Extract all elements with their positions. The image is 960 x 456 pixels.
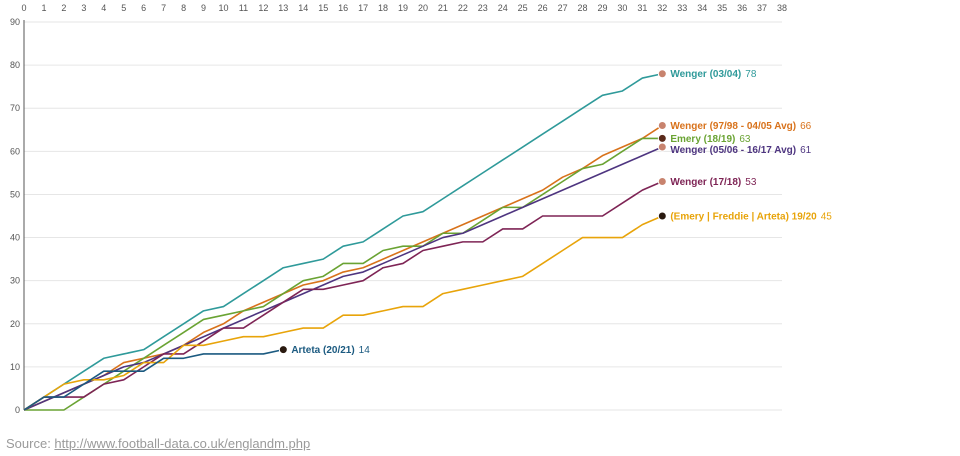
series-final-value: 45 <box>821 212 833 223</box>
x-tick-label: 34 <box>697 3 707 13</box>
manager-avatar-icon <box>278 345 288 355</box>
series-name: (Emery | Freddie | Arteta) 19/20 <box>670 212 817 223</box>
source-prefix: Source: <box>6 436 55 451</box>
x-axis-ticks: 0 1 2 3 4 5 6 7 8 9 10 11 12 13 14 15 16 17 18 19 20 21 22 23 24… <box>21 3 787 13</box>
y-tick-label: 80 <box>10 60 20 70</box>
x-tick-label: 32 <box>657 3 667 13</box>
x-tick-label: 38 <box>777 3 787 13</box>
x-tick-label: 21 <box>438 3 448 13</box>
x-tick-label: 20 <box>418 3 428 13</box>
x-tick-label: 12 <box>258 3 268 13</box>
series-name: Emery (18/19) <box>670 134 735 145</box>
y-tick-label: 60 <box>10 146 20 156</box>
source-link[interactable]: http://www.football-data.co.uk/englandm.… <box>54 436 311 451</box>
x-tick-label: 4 <box>101 3 106 13</box>
x-tick-label: 23 <box>478 3 488 13</box>
series-final-value: 53 <box>745 177 757 188</box>
series-labels: Wenger (03/04) 78 Wenger (97/98 - 04/05 Av… <box>278 69 832 356</box>
x-tick-label: 16 <box>338 3 348 13</box>
y-tick-label: 90 <box>10 17 20 27</box>
series-end-label: (Emery | Freddie | Arteta) 19/20 45 <box>670 212 832 223</box>
cumulative-points-chart: 0 1 2 3 4 5 6 7 8 9 10 11 12 13 14 15 16 17 18 19 20 21 22 23 24… <box>10 3 832 415</box>
x-tick-label: 29 <box>597 3 607 13</box>
x-tick-label: 36 <box>737 3 747 13</box>
manager-avatar-icon <box>657 142 667 152</box>
x-tick-label: 19 <box>398 3 408 13</box>
series-final-value: 61 <box>800 145 812 156</box>
series-line <box>23 146 663 411</box>
series-line <box>24 137 663 411</box>
series-end-label: Wenger (03/04) 78 <box>670 69 757 80</box>
x-tick-label: 28 <box>578 3 588 13</box>
manager-avatar-icon <box>657 211 667 221</box>
x-tick-label: 22 <box>458 3 468 13</box>
y-tick-label: 10 <box>10 362 20 372</box>
series-final-value: 14 <box>359 345 371 356</box>
x-tick-label: 26 <box>538 3 548 13</box>
x-tick-label: 3 <box>81 3 86 13</box>
series-line <box>23 180 663 411</box>
x-tick-label: 2 <box>61 3 66 13</box>
manager-avatar-icon <box>657 133 667 143</box>
y-tick-label: 30 <box>10 276 20 286</box>
manager-avatar-icon <box>657 69 667 79</box>
series-line <box>23 348 284 411</box>
series-line <box>23 124 663 411</box>
x-tick-label: 31 <box>637 3 647 13</box>
series-end-label: Emery (18/19) 63 <box>670 134 751 145</box>
x-tick-label: 9 <box>201 3 206 13</box>
x-tick-label: 5 <box>121 3 126 13</box>
source-note: Source: http://www.football-data.co.uk/e… <box>6 436 310 451</box>
series-end-label: Wenger (17/18) 53 <box>670 177 757 188</box>
x-tick-label: 7 <box>161 3 166 13</box>
series-name: Wenger (05/06 - 16/17 Avg) <box>670 145 796 156</box>
x-tick-label: 6 <box>141 3 146 13</box>
y-tick-label: 0 <box>15 405 20 415</box>
series-final-value: 63 <box>739 134 751 145</box>
x-tick-label: 11 <box>239 3 248 13</box>
y-axis-ticks: 0 10 20 30 40 50 60 70 80 90 <box>10 17 20 415</box>
series-name: Arteta (20/21) <box>291 345 354 356</box>
series-end-label: Arteta (20/21) 14 <box>291 345 370 356</box>
y-tick-label: 70 <box>10 103 20 113</box>
y-tick-label: 50 <box>10 189 20 199</box>
x-tick-label: 15 <box>318 3 328 13</box>
y-tick-label: 40 <box>10 233 20 243</box>
x-tick-label: 14 <box>298 3 308 13</box>
x-tick-label: 1 <box>41 3 46 13</box>
series-line <box>23 72 663 411</box>
x-tick-label: 35 <box>717 3 727 13</box>
x-tick-label: 18 <box>378 3 388 13</box>
series-name: Wenger (17/18) <box>670 177 741 188</box>
series-final-value: 66 <box>800 121 812 132</box>
x-tick-label: 33 <box>677 3 687 13</box>
series-lines <box>23 72 663 411</box>
x-tick-label: 37 <box>757 3 767 13</box>
y-tick-label: 20 <box>10 319 20 329</box>
series-final-value: 78 <box>745 69 757 80</box>
manager-avatar-icon <box>657 177 667 187</box>
x-tick-label: 8 <box>181 3 186 13</box>
x-tick-label: 13 <box>278 3 288 13</box>
x-tick-label: 24 <box>498 3 508 13</box>
series-name: Wenger (97/98 - 04/05 Avg) <box>670 121 796 132</box>
x-tick-label: 27 <box>558 3 568 13</box>
x-tick-label: 17 <box>358 3 368 13</box>
manager-avatar-icon <box>657 120 667 130</box>
series-end-label: Wenger (97/98 - 04/05 Avg) 66 <box>670 121 811 132</box>
x-tick-label: 0 <box>21 3 26 13</box>
x-tick-label: 30 <box>617 3 627 13</box>
x-tick-label: 10 <box>218 3 228 13</box>
series-end-label: Wenger (05/06 - 16/17 Avg) 61 <box>670 145 811 156</box>
series-name: Wenger (03/04) <box>670 69 741 80</box>
x-tick-label: 25 <box>518 3 528 13</box>
